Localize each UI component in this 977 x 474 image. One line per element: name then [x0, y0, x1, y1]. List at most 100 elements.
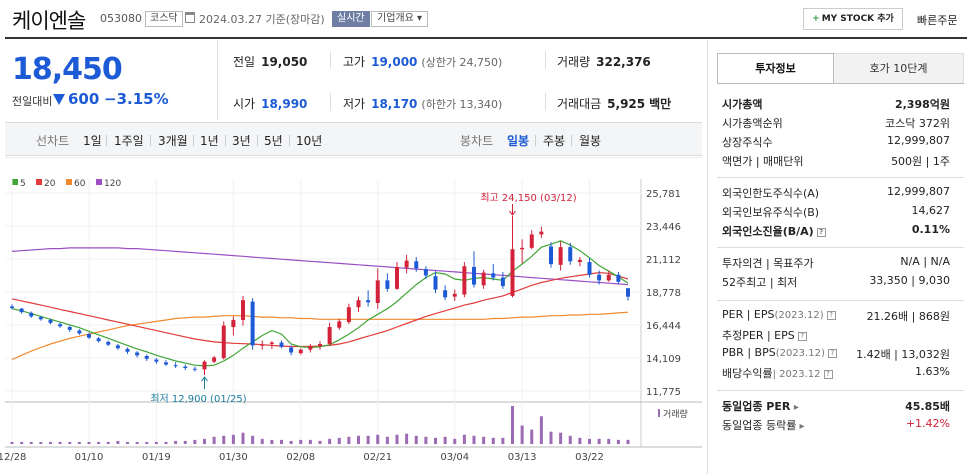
period-5y[interactable]: 5년 [264, 134, 283, 148]
volume-bar [39, 441, 43, 444]
x-tick-label: 02/08 [286, 452, 315, 463]
info-label: 상장주식수 [722, 136, 773, 149]
volume-bar [530, 429, 534, 444]
y-tick-label: 16,444 [646, 321, 681, 332]
volume-bar [251, 435, 255, 444]
volume-bar [347, 436, 351, 444]
candle-body [423, 269, 428, 276]
period-10y[interactable]: 10년 [296, 134, 323, 148]
volume-bar [231, 434, 235, 444]
candle-body [164, 362, 168, 365]
volume-bar [568, 435, 572, 444]
volume-legend-label: 거래량 [663, 408, 688, 420]
quote-open: 시가 18,990 [233, 97, 308, 111]
period-1d[interactable]: 1일 [83, 134, 102, 148]
info-label: 추정PER | EPS? [722, 327, 807, 343]
info-label: 외국인한도주식수(A) [722, 187, 820, 200]
x-tick-label: 01/19 [142, 452, 171, 463]
info-label: 시가총액순위 [722, 117, 783, 130]
divider [545, 51, 546, 69]
company-name: 케이엔솔 [12, 9, 86, 33]
volume-bar [443, 436, 447, 444]
candle-body [173, 365, 178, 367]
realtime-button[interactable]: 실시간 [332, 11, 370, 27]
info-label: 동일업종 PER ▸ [722, 400, 799, 413]
info-row: 외국인보유주식수(B) 14,627 [722, 204, 950, 222]
candle-body [577, 259, 582, 263]
volume-bar [260, 438, 264, 444]
period-3y[interactable]: 3년 [232, 134, 251, 148]
change-label: 전일대비 [12, 95, 53, 108]
annotations: 최고 24,150 (03/12) 최저 12,900 (01/25) [150, 192, 576, 405]
candle-body [19, 308, 24, 313]
volume-bar [453, 438, 457, 444]
candle-body [202, 361, 207, 370]
tab-order-book[interactable]: 호가 10단계 [834, 53, 964, 84]
volume-bar [183, 440, 187, 444]
help-icon[interactable]: ? [823, 369, 833, 379]
divider [150, 135, 151, 146]
help-icon[interactable]: ? [827, 348, 837, 358]
help-icon[interactable]: ? [816, 227, 826, 237]
volume-bar [616, 439, 620, 444]
divider [289, 135, 290, 146]
volume-bar [145, 441, 149, 444]
arrow-right-icon[interactable]: ▸ [796, 421, 805, 432]
volume-bar [280, 439, 283, 444]
candle-body [462, 266, 467, 295]
volume-bar [289, 440, 293, 444]
info-period: (2023.12) [775, 348, 825, 359]
legend-label: 60 [74, 179, 86, 189]
price-chart[interactable]: 5 20 60 120 최고 24,150 (03/12) 최저 12,900 (01/… [0, 157, 702, 474]
candle-body [144, 356, 149, 359]
help-icon[interactable]: ? [826, 310, 836, 320]
legend-swatch [66, 179, 72, 185]
info-row: 시가총액순위 코스닥 372위 [722, 115, 950, 133]
candle-body [356, 300, 361, 308]
candle-body [106, 341, 111, 345]
candle-body [616, 274, 621, 282]
info-row: PBR | BPS(2023.12)? 1.42배 | 13,032원 [722, 346, 950, 364]
divider [330, 93, 331, 111]
company-info-dropdown[interactable]: 기업개요 ▾ [371, 11, 428, 27]
quick-order-link[interactable]: 빠른주문 [917, 14, 958, 27]
chart-period-bar: 선차트 1일 1주일 3개월 1년 3년 5년 10년 봉차트 일봉 주봉 월봉 [5, 122, 702, 156]
volume-bar [539, 416, 543, 444]
legend-swatch [36, 179, 42, 185]
info-row: 상장주식수 12,999,807 [722, 134, 950, 152]
volume-bar [588, 438, 591, 444]
candle-chart-label: 봉차트 [460, 134, 494, 148]
info-label: 배당수익률| 2023.12? [722, 365, 833, 381]
info-value: 21.26배 | 868원 [866, 310, 950, 323]
candle-body [269, 342, 274, 344]
info-label: PBR | BPS(2023.12)? [722, 346, 837, 359]
legend-label: 20 [44, 179, 56, 189]
volume-bar [472, 435, 476, 444]
period-weekly[interactable]: 주봉 [543, 134, 566, 148]
plus-icon: + [812, 14, 820, 24]
period-1y[interactable]: 1년 [200, 134, 219, 148]
candle-body [192, 368, 197, 370]
quote-prev-close: 전일 19,050 [233, 55, 308, 69]
candle-body [500, 277, 505, 287]
period-3m[interactable]: 3개월 [158, 134, 188, 148]
help-icon[interactable]: ? [797, 331, 807, 341]
ma20-line [11, 271, 629, 348]
period-daily[interactable]: 일봉 [507, 134, 530, 148]
info-label: PER | EPS(2023.12)? [722, 308, 836, 321]
volume-bar [491, 437, 495, 444]
volume-bar [549, 431, 553, 444]
add-my-stock-button[interactable]: + MY STOCK 추가 [803, 8, 903, 30]
tab-investment-info[interactable]: 투자정보 [717, 53, 834, 84]
candle-body [443, 290, 448, 298]
arrow-right-icon[interactable]: ▸ [790, 402, 799, 413]
candle-body [433, 276, 438, 290]
candle-body [48, 319, 53, 323]
period-monthly[interactable]: 월봉 [579, 134, 602, 148]
section-divider [717, 390, 964, 391]
info-row: PER | EPS(2023.12)? 21.26배 | 868원 [722, 308, 950, 326]
tab-underline [717, 83, 964, 84]
candle-body [279, 342, 284, 347]
info-value: 1.63% [915, 365, 950, 378]
period-1w[interactable]: 1주일 [114, 134, 144, 148]
